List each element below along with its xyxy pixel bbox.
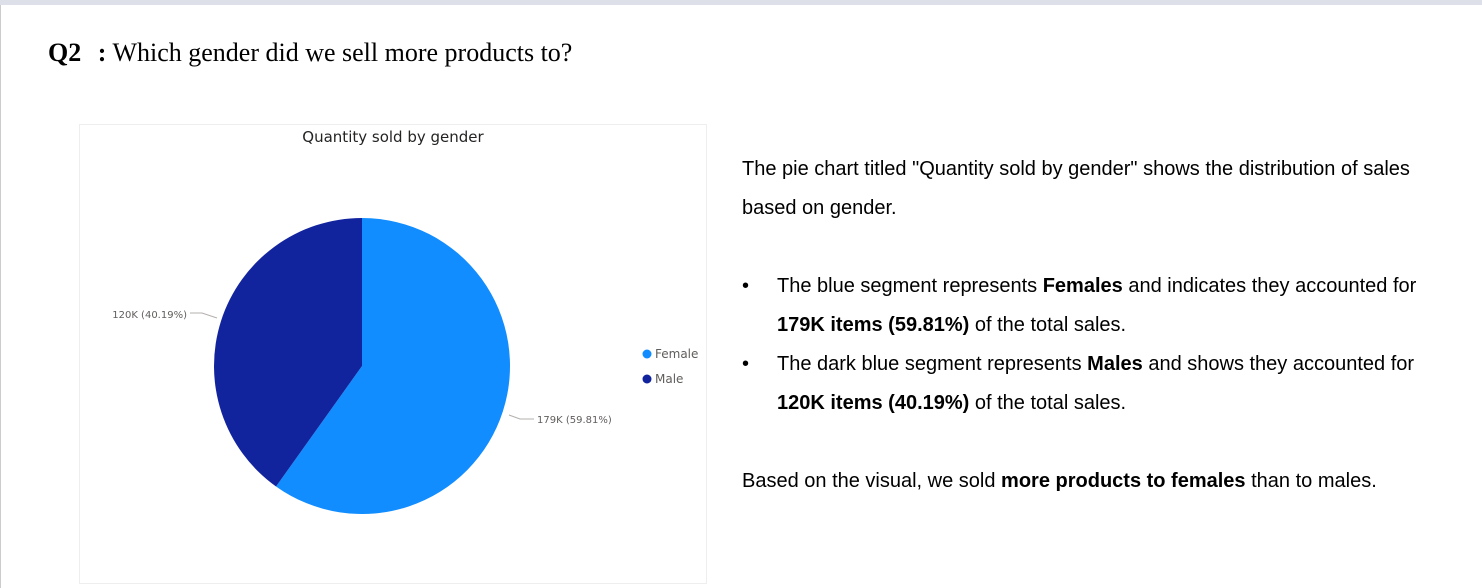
finding-text: of the total sales. xyxy=(969,314,1127,336)
legend-marker-female[interactable] xyxy=(642,349,652,359)
finding-text: The dark blue segment represents xyxy=(777,353,1088,375)
question-heading: Q2 : Which gender did we sell more produ… xyxy=(48,38,572,68)
finding-emphasis: Females xyxy=(1042,275,1123,297)
finding-emphasis: Males xyxy=(1087,353,1143,375)
pie-slice-male[interactable] xyxy=(214,218,362,487)
conclusion-paragraph: Based on the visual, we sold more produc… xyxy=(742,462,1462,501)
question-separator: : xyxy=(97,38,107,67)
question-text: Which gender did we sell more products t… xyxy=(112,38,573,67)
legend-label-female[interactable]: Female xyxy=(655,347,698,361)
leader-line-male xyxy=(190,312,218,319)
finding-emphasis: 120K items (40.19%) xyxy=(777,392,970,414)
conclusion-text: Based on the visual, we sold xyxy=(742,470,1002,492)
left-border-rule xyxy=(0,5,1,588)
finding-male: • The dark blue segment represents Males… xyxy=(742,345,1462,423)
conclusion-emphasis: more products to females xyxy=(1001,470,1246,492)
finding-text: and shows they accounted for xyxy=(1142,353,1415,375)
pie-chart-visual[interactable]: Quantity sold by gender 179K (59.81%) 12… xyxy=(79,124,707,584)
legend-marker-male[interactable] xyxy=(642,374,652,384)
conclusion-text: than to males. xyxy=(1245,470,1377,492)
legend-label-male[interactable]: Male xyxy=(655,372,683,386)
intro-paragraph: The pie chart titled "Quantity sold by g… xyxy=(742,158,1410,219)
leader-line-female xyxy=(508,414,534,420)
explanation-text: The pie chart titled "Quantity sold by g… xyxy=(742,150,1462,501)
finding-text: The blue segment represents xyxy=(777,275,1043,297)
bullet-marker: • xyxy=(742,353,750,375)
top-border-bar xyxy=(0,0,1482,5)
finding-emphasis: 179K items (59.81%) xyxy=(777,314,970,336)
pie-chart-svg: Quantity sold by gender 179K (59.81%) 12… xyxy=(112,128,698,514)
findings-list: • The blue segment represents Females an… xyxy=(742,267,1462,423)
data-label-male: 120K (40.19%) xyxy=(112,310,187,321)
question-number: Q2 xyxy=(48,38,82,67)
data-label-female: 179K (59.81%) xyxy=(537,415,612,426)
finding-text: of the total sales. xyxy=(969,392,1127,414)
bullet-marker: • xyxy=(742,275,750,297)
finding-female: • The blue segment represents Females an… xyxy=(742,267,1462,345)
chart-title: Quantity sold by gender xyxy=(302,128,484,146)
pie-slice-female[interactable] xyxy=(276,218,511,514)
finding-text: and indicates they accounted for xyxy=(1122,275,1417,297)
